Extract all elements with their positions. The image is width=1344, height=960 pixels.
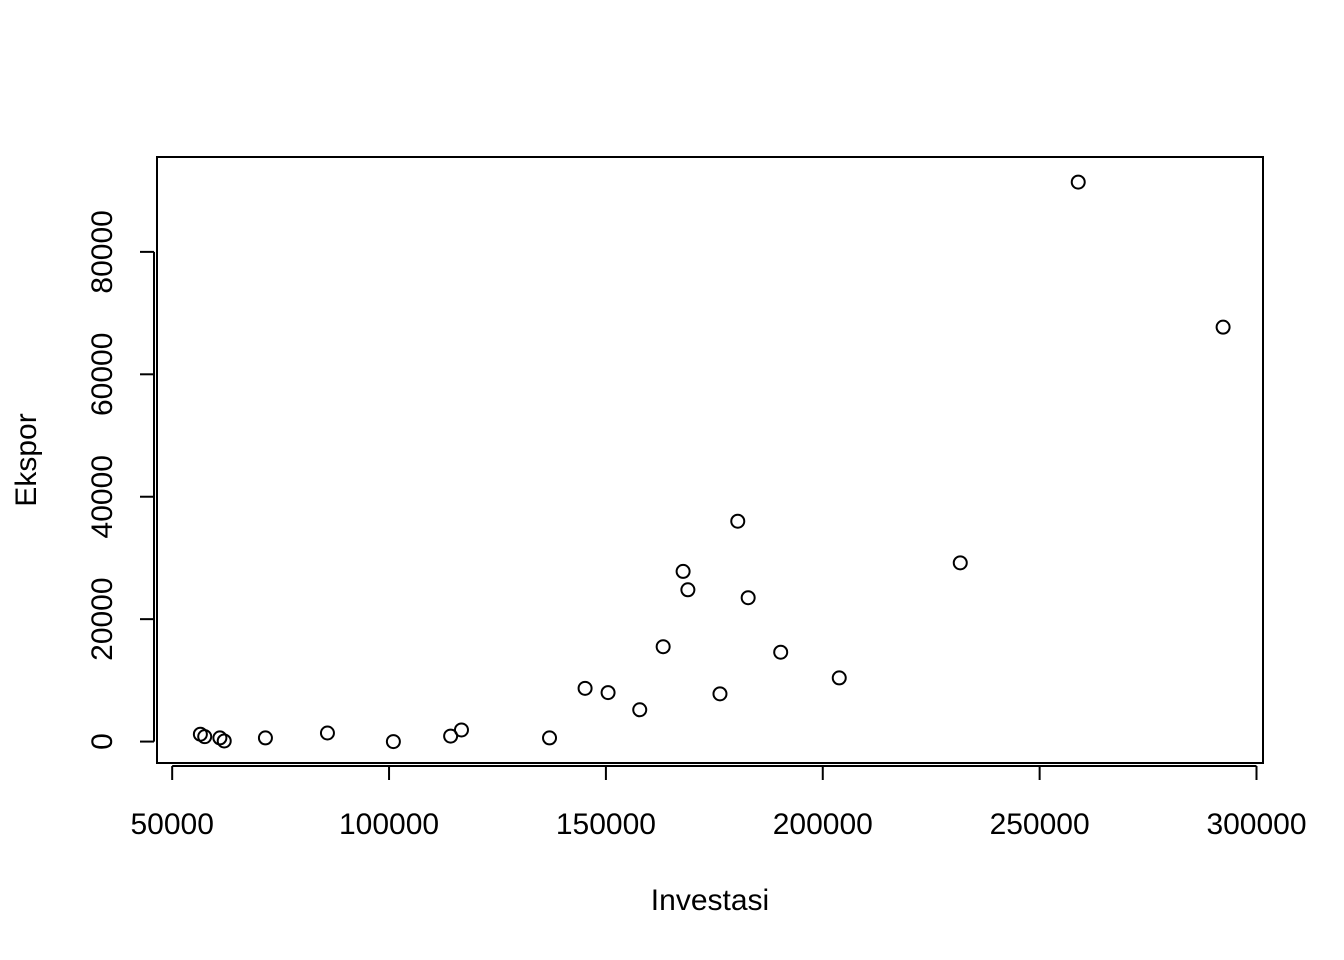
data-point <box>655 639 671 655</box>
data-point <box>680 582 696 598</box>
data-point <box>319 725 335 741</box>
y-tick-label: 20000 <box>86 577 119 660</box>
data-point <box>730 513 746 529</box>
x-tick-label: 100000 <box>339 808 439 841</box>
data-point <box>773 644 789 660</box>
data-point <box>952 555 968 571</box>
y-axis-title: Ekspor <box>10 413 43 506</box>
data-point <box>212 730 228 746</box>
data-point <box>1070 174 1086 190</box>
data-point <box>542 730 558 746</box>
x-tick-label: 50000 <box>130 808 213 841</box>
data-point <box>632 702 648 718</box>
x-axis: 50000 100000 150000 200000 250000 300000 <box>130 765 1307 841</box>
data-point <box>197 729 213 745</box>
y-tick-label: 40000 <box>86 455 119 538</box>
data-point <box>831 670 847 686</box>
y-tick-label: 60000 <box>86 333 119 416</box>
data-point <box>443 728 459 744</box>
data-point <box>1215 319 1231 335</box>
data-point <box>216 733 232 749</box>
data-point <box>385 734 401 750</box>
y-tick-label: 80000 <box>86 210 119 293</box>
data-point <box>257 730 273 746</box>
x-tick-label: 300000 <box>1206 808 1306 841</box>
data-point <box>675 563 691 579</box>
data-point <box>712 686 728 702</box>
x-tick-label: 250000 <box>990 808 1090 841</box>
data-point <box>740 590 756 606</box>
y-axis: 0 20000 40000 60000 80000 <box>86 210 155 750</box>
data-points <box>192 174 1231 750</box>
x-tick-label: 150000 <box>556 808 656 841</box>
data-point <box>577 680 593 696</box>
x-tick-label: 200000 <box>773 808 873 841</box>
data-point <box>600 685 616 701</box>
data-point <box>453 722 469 738</box>
y-tick-label: 0 <box>86 733 119 750</box>
plot-frame <box>156 156 1264 764</box>
x-axis-title: Investasi <box>651 884 769 917</box>
